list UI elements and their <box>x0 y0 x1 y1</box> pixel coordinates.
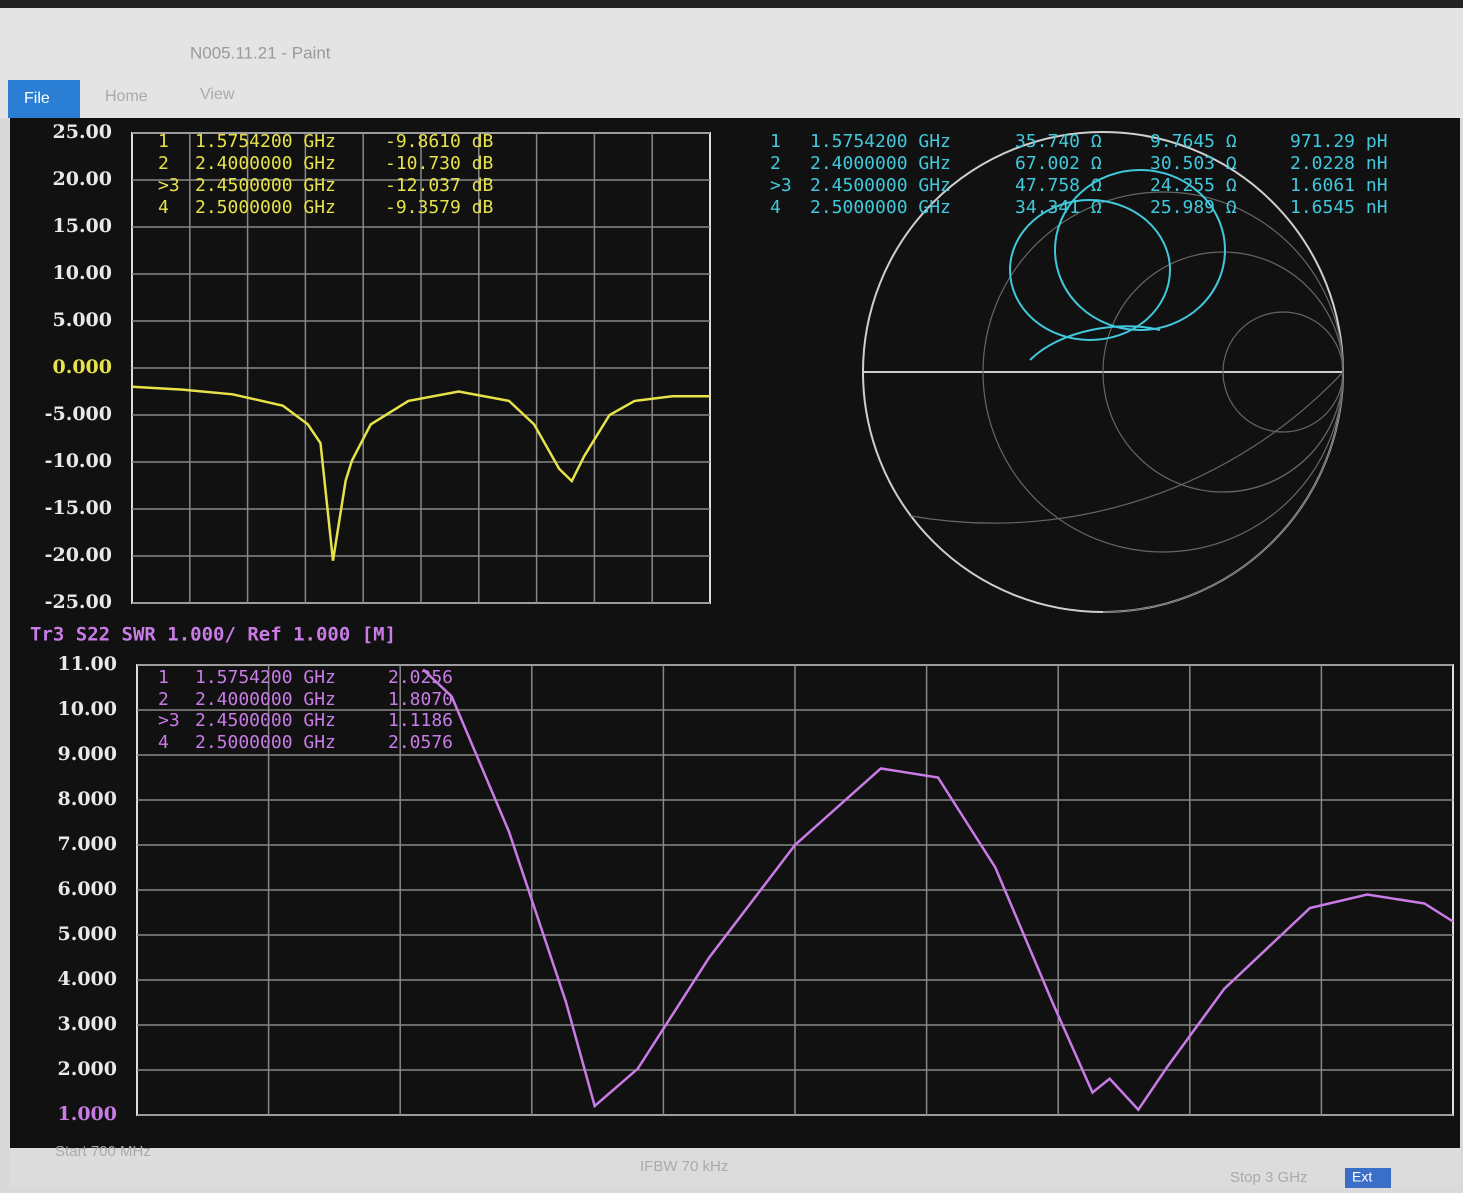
marker-l: 1.6545 nH <box>1290 197 1388 218</box>
title-area <box>0 0 1463 118</box>
marker-freq: 2.4500000 GHz <box>195 710 336 731</box>
marker-freq: 2.4000000 GHz <box>810 153 951 174</box>
status-ifbw: IFBW 70 kHz <box>640 1158 728 1175</box>
marker-id: 2 <box>770 153 781 174</box>
y-tick-label: 4.000 <box>58 968 118 990</box>
marker-value: -12.037 dB <box>385 175 493 196</box>
marker-value: -9.3579 dB <box>385 197 493 218</box>
marker-id: >3 <box>158 175 180 196</box>
marker-value: 2.0256 <box>388 667 453 688</box>
y-tick-label: 3.000 <box>58 1013 118 1035</box>
marker-value: -10.730 dB <box>385 153 493 174</box>
window-title: N005.11.21 - Paint <box>190 43 331 62</box>
y-tick-label: 2.000 <box>58 1058 118 1080</box>
marker-x: 24.255 Ω <box>1150 175 1237 196</box>
marker-freq: 2.5000000 GHz <box>195 197 336 218</box>
y-tick-label: 6.000 <box>58 878 118 900</box>
y-tick-label: 5.000 <box>58 923 118 945</box>
status-start: Start 700 MHz <box>55 1143 151 1160</box>
y-tick-label: 10.00 <box>53 262 113 284</box>
menu-home[interactable]: Home <box>105 88 148 105</box>
smith-trace <box>1009 169 1226 361</box>
marker-l: 971.29 pH <box>1290 131 1388 152</box>
marker-freq: 2.4500000 GHz <box>810 175 951 196</box>
y-tick-label: 8.000 <box>58 788 118 810</box>
y-tick-label: -5.000 <box>45 403 112 425</box>
marker-r: 34.341 Ω <box>1015 197 1102 218</box>
y-tick-label: 0.000 <box>53 356 113 378</box>
marker-r: 47.758 Ω <box>1015 175 1102 196</box>
vna-screen <box>10 118 1460 1148</box>
marker-freq: 2.4500000 GHz <box>195 175 336 196</box>
y-tick-label: -10.00 <box>45 450 112 472</box>
smith-x-arc <box>1222 371 1344 493</box>
smith-loop <box>1009 199 1171 341</box>
top-edge <box>0 0 1463 8</box>
y-tick-label: -15.00 <box>45 497 112 519</box>
marker-value: 2.0576 <box>388 732 453 753</box>
status-bar <box>10 1148 1460 1189</box>
y-tick-label: 7.000 <box>58 833 118 855</box>
marker-l: 1.6061 nH <box>1290 175 1388 196</box>
marker-id: >3 <box>770 175 792 196</box>
marker-freq: 2.5000000 GHz <box>195 732 336 753</box>
smith-x-arc <box>910 371 1344 524</box>
marker-id: >3 <box>158 710 180 731</box>
marker-x: 9.7645 Ω <box>1150 131 1237 152</box>
status-stop: Stop 3 GHz <box>1230 1169 1308 1186</box>
y-tick-label: -20.00 <box>45 544 112 566</box>
y-tick-label: 15.00 <box>53 215 113 237</box>
marker-freq: 1.5754200 GHz <box>810 131 951 152</box>
menu-view[interactable]: View <box>200 86 235 103</box>
smith-x-arc <box>1102 371 1344 613</box>
marker-id: 4 <box>158 732 169 753</box>
smith-loop <box>1029 325 1161 361</box>
marker-id: 1 <box>770 131 781 152</box>
smith-loop <box>1054 169 1226 331</box>
y-tick-label: 5.000 <box>53 309 113 331</box>
y-tick-label: 20.00 <box>53 168 113 190</box>
marker-freq: 2.4000000 GHz <box>195 153 336 174</box>
marker-freq: 1.5754200 GHz <box>195 131 336 152</box>
trace <box>131 385 710 561</box>
y-tick-label: 11.00 <box>58 653 118 675</box>
marker-freq: 2.5000000 GHz <box>810 197 951 218</box>
marker-r: 67.002 Ω <box>1015 153 1102 174</box>
marker-id: 2 <box>158 689 169 710</box>
y-tick-label: 25.00 <box>53 121 113 143</box>
y-tick-label: 1.000 <box>58 1103 118 1125</box>
marker-freq: 1.5754200 GHz <box>195 667 336 688</box>
smith-chart <box>862 131 1344 613</box>
trace <box>422 668 1454 1112</box>
marker-value: 1.1186 <box>388 710 453 731</box>
marker-id: 4 <box>158 197 169 218</box>
trace-label: Tr3 S22 SWR 1.000/ Ref 1.000 [M] <box>30 624 396 646</box>
status-ext: Ext <box>1352 1169 1372 1185</box>
y-tick-label: 9.000 <box>58 743 118 765</box>
marker-r: 35.740 Ω <box>1015 131 1102 152</box>
marker-value: 1.8070 <box>388 689 453 710</box>
y-tick-label: -25.00 <box>45 591 112 613</box>
marker-x: 30.503 Ω <box>1150 153 1237 174</box>
ext-badge <box>1345 1168 1391 1188</box>
file-tab[interactable] <box>8 80 80 118</box>
marker-value: -9.8610 dB <box>385 131 493 152</box>
marker-freq: 2.4000000 GHz <box>195 689 336 710</box>
marker-id: 1 <box>158 131 169 152</box>
menu-file[interactable]: File <box>24 90 50 107</box>
marker-l: 2.0228 nH <box>1290 153 1388 174</box>
marker-x: 25.989 Ω <box>1150 197 1237 218</box>
marker-id: 2 <box>158 153 169 174</box>
marker-id: 4 <box>770 197 781 218</box>
marker-id: 1 <box>158 667 169 688</box>
y-tick-label: 10.00 <box>58 698 118 720</box>
